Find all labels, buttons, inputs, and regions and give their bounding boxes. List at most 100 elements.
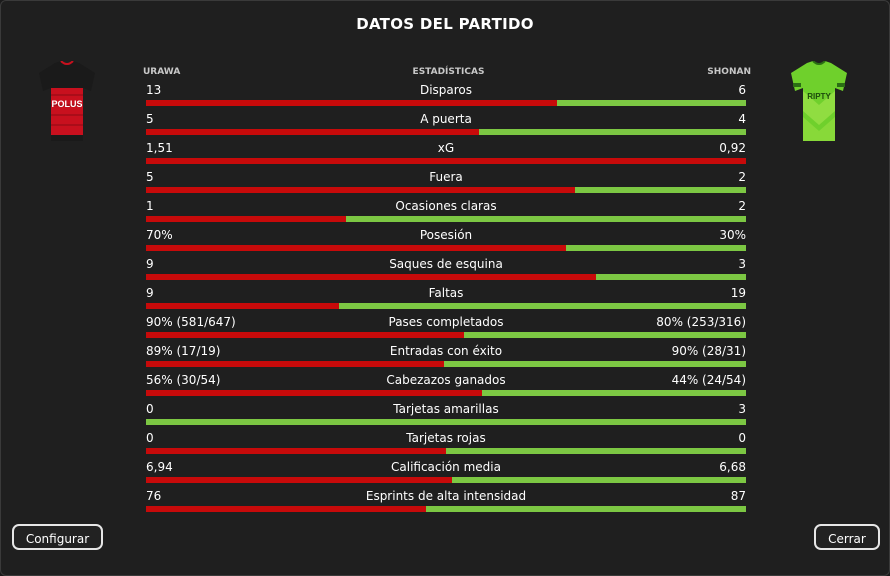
stat-bar-away-segment [426, 506, 746, 512]
stat-home-value: 9 [146, 286, 154, 300]
stat-label: Ocasiones claras [395, 199, 497, 213]
stat-away-value: 2 [738, 170, 746, 184]
away-team-kit-icon: RIPTY [791, 61, 847, 141]
stat-comparison-bar [146, 158, 746, 164]
stat-away-value: 87 [730, 489, 746, 503]
home-kit-sponsor: POLUS [51, 99, 82, 109]
stat-home-value: 9 [146, 257, 154, 271]
stat-away-value: 3 [738, 402, 746, 416]
stat-home-value: 70% [146, 228, 173, 242]
stat-comparison-bar [146, 100, 746, 106]
stat-away-value: 4 [738, 112, 746, 126]
stat-row: 6,94 Calificación media 6,68 [146, 458, 746, 487]
stat-row: 0 Tarjetas rojas 0 [146, 429, 746, 458]
stat-bar-home-segment [146, 187, 575, 193]
stat-comparison-bar [146, 390, 746, 396]
stat-row: 5 A puerta 4 [146, 110, 746, 139]
stat-row: 13 Disparos 6 [146, 81, 746, 110]
stat-bar-home-segment [146, 361, 445, 367]
stat-bar-away-segment [339, 303, 746, 309]
stat-away-value: 0 [738, 431, 746, 445]
stat-label: Saques de esquina [389, 257, 503, 271]
stats-list: 13 Disparos 6 5 A puerta 4 1,51 xG 0,92 5 Fuera 2 1 O… [146, 81, 746, 516]
stat-bar-home-segment [146, 245, 566, 251]
stat-bar-home-segment [146, 216, 346, 222]
stat-home-value: 5 [146, 170, 154, 184]
stat-home-value: 1 [146, 199, 154, 213]
stat-row: 9 Saques de esquina 3 [146, 255, 746, 284]
home-team-kit-icon: POLUS [39, 61, 95, 141]
stat-label: Pases completados [388, 315, 504, 329]
stat-row: 70% Posesión 30% [146, 226, 746, 255]
stat-label: Faltas [428, 286, 464, 300]
stat-bar-away-segment [446, 448, 746, 454]
stat-home-value: 6,94 [146, 460, 173, 474]
stat-bar-home-segment [146, 129, 479, 135]
dialog-title: DATOS DEL PARTIDO [356, 15, 534, 33]
stat-row: 0 Tarjetas amarillas 3 [146, 400, 746, 429]
stat-bar-home-segment [146, 448, 446, 454]
stat-away-value: 19 [730, 286, 746, 300]
stat-away-value: 0,92 [719, 141, 746, 155]
stat-bar-home-segment [146, 274, 596, 280]
stat-comparison-bar [146, 448, 746, 454]
stat-row: 1 Ocasiones claras 2 [146, 197, 746, 226]
stat-label: Posesión [419, 228, 473, 242]
stat-comparison-bar [146, 216, 746, 222]
stat-label: Tarjetas amarillas [393, 402, 499, 416]
stat-label: Disparos [419, 83, 473, 97]
stat-row: 9 Faltas 19 [146, 284, 746, 313]
stat-away-value: 30% [719, 228, 746, 242]
stat-bar-home-segment [146, 158, 746, 164]
stat-row: 56% (30/54) Cabezazos ganados 44% (24/54) [146, 371, 746, 400]
stat-label: Calificación media [391, 460, 501, 474]
stat-home-value: 56% (30/54) [146, 373, 221, 387]
stat-row: 1,51 xG 0,92 [146, 139, 746, 168]
stat-home-value: 5 [146, 112, 154, 126]
stat-label: Entradas con éxito [389, 344, 503, 358]
stat-comparison-bar [146, 361, 746, 367]
stat-bar-home-segment [146, 506, 427, 512]
stat-comparison-bar [146, 419, 746, 425]
close-button[interactable]: Cerrar [814, 524, 880, 550]
stat-bar-away-segment [566, 245, 746, 251]
stats-header-title: ESTADÍSTICAS [412, 67, 485, 77]
stat-bar-away-segment [479, 129, 746, 135]
stat-comparison-bar [146, 129, 746, 135]
stat-comparison-bar [146, 332, 746, 338]
stat-bar-home-segment [146, 332, 464, 338]
stat-bar-away-segment [452, 477, 746, 483]
stat-home-value: 1,51 [146, 141, 173, 155]
stat-bar-away-segment [575, 187, 746, 193]
stat-label: Fuera [429, 170, 463, 184]
stat-row: 89% (17/19) Entradas con éxito 90% (28/31) [146, 342, 746, 371]
configure-button[interactable]: Configurar [12, 524, 103, 550]
stat-bar-away-segment [345, 216, 746, 222]
stat-away-value: 6 [738, 83, 746, 97]
stat-label: xG [437, 141, 455, 155]
stat-bar-away-segment [146, 419, 746, 425]
stat-away-value: 6,68 [719, 460, 746, 474]
stat-bar-away-segment [557, 100, 746, 106]
stat-home-value: 90% (581/647) [146, 315, 236, 329]
away-team-name: SHONAN [707, 67, 751, 77]
stat-comparison-bar [146, 274, 746, 280]
stat-away-value: 2 [738, 199, 746, 213]
stat-bar-away-segment [444, 361, 746, 367]
stat-comparison-bar [146, 303, 746, 309]
stat-away-value: 3 [738, 257, 746, 271]
stat-bar-home-segment [146, 100, 557, 106]
stat-bar-home-segment [146, 303, 340, 309]
stat-comparison-bar [146, 245, 746, 251]
stat-row: 76 Esprints de alta intensidad 87 [146, 487, 746, 516]
stat-home-value: 13 [146, 83, 162, 97]
stat-bar-home-segment [146, 390, 482, 396]
stat-comparison-bar [146, 477, 746, 483]
stat-bar-away-segment [596, 274, 746, 280]
stat-away-value: 44% (24/54) [671, 373, 746, 387]
stat-label: A puerta [420, 112, 472, 126]
home-team-name: URAWA [143, 67, 181, 77]
stat-away-value: 80% (253/316) [656, 315, 746, 329]
stat-comparison-bar [146, 187, 746, 193]
